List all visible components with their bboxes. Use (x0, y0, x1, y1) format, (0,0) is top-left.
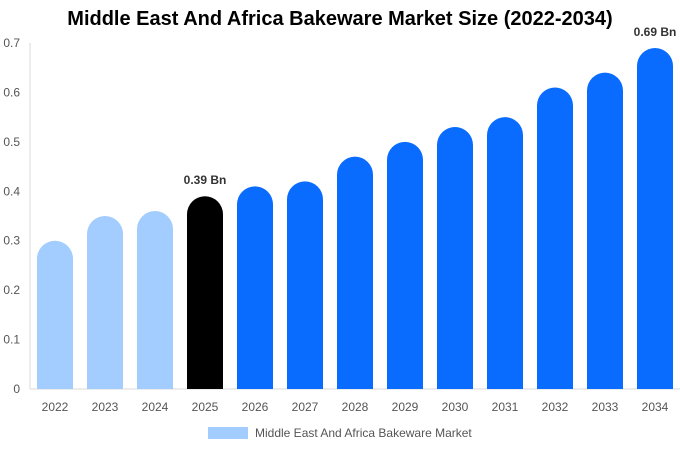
y-tick-label: 0.7 (3, 36, 20, 50)
y-tick-label: 0.5 (3, 135, 20, 149)
data-label-2025: 0.39 Bn (184, 173, 227, 187)
y-tick-label: 0.6 (3, 85, 20, 99)
x-tick-label: 2025 (192, 400, 219, 414)
bar-2026 (237, 186, 273, 389)
x-tick-label: 2034 (642, 400, 669, 414)
chart-labels: 2022 2023 2024 2025 2026 2027 2028 2029 2030 2031… (42, 25, 677, 414)
bar-2025 (187, 196, 223, 389)
legend-label: Middle East And Africa Bakeware Market (255, 426, 472, 440)
legend-swatch (208, 427, 248, 439)
chart-legend: Middle East And Africa Bakeware Market (208, 426, 472, 440)
y-tick-label: 0 (13, 382, 20, 396)
y-tick-label: 0.4 (3, 184, 20, 198)
x-tick-label: 2023 (92, 400, 119, 414)
x-tick-label: 2026 (242, 400, 269, 414)
data-label-2034: 0.69 Bn (634, 25, 677, 39)
x-tick-label: 2033 (592, 400, 619, 414)
x-tick-label: 2029 (392, 400, 419, 414)
bar-2030 (437, 127, 473, 389)
bar-2027 (287, 181, 323, 389)
y-tick-label: 0.2 (3, 283, 20, 297)
y-tick-label: 0.1 (3, 333, 20, 347)
bar-2029 (387, 141, 423, 389)
bar-2031 (487, 117, 523, 389)
bar-2032 (537, 87, 573, 389)
chart-bars (37, 47, 673, 390)
x-tick-label: 2031 (492, 400, 519, 414)
bar-2028 (337, 156, 373, 389)
x-tick-label: 2028 (342, 400, 369, 414)
chart-title: Middle East And Africa Bakeware Market S… (67, 8, 613, 30)
bar-2023 (87, 216, 123, 389)
x-tick-label: 2030 (442, 400, 469, 414)
x-tick-label: 2024 (142, 400, 169, 414)
bar-2024 (137, 211, 173, 389)
bar-2034 (637, 47, 673, 389)
x-tick-label: 2027 (292, 400, 319, 414)
bar-2033 (587, 72, 623, 390)
x-tick-label: 2032 (542, 400, 569, 414)
bar-2022 (37, 240, 73, 389)
y-tick-label: 0.3 (3, 234, 20, 248)
x-tick-label: 2022 (42, 400, 69, 414)
